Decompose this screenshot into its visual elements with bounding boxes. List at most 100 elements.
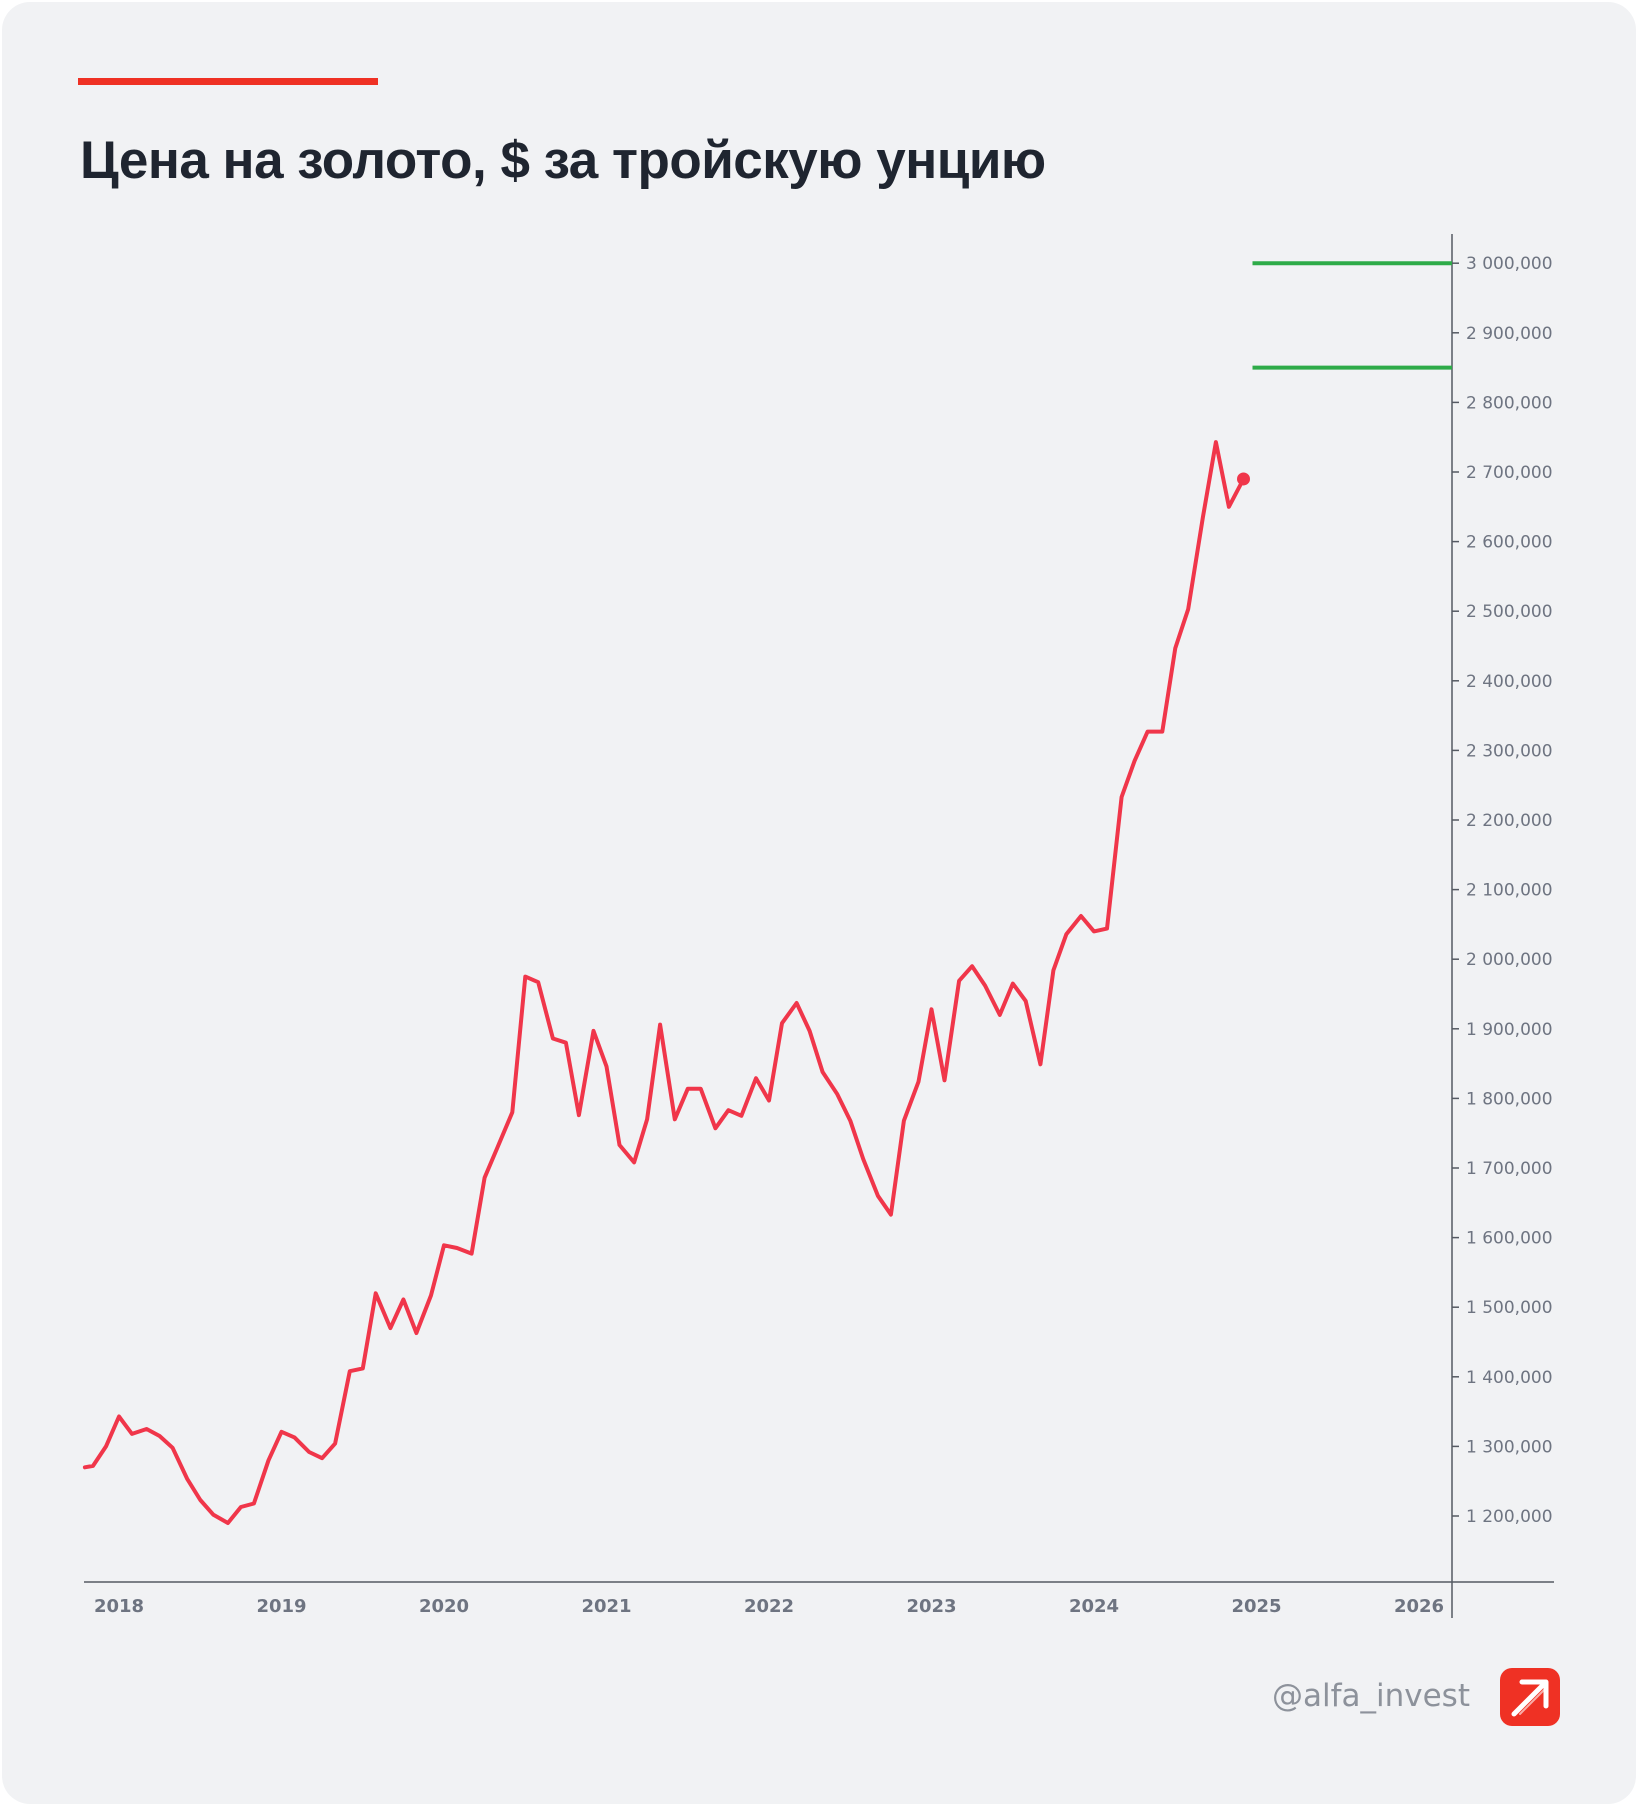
x-tick-label: 2024 bbox=[1069, 1596, 1119, 1617]
data-point bbox=[889, 1213, 893, 1217]
data-point bbox=[523, 975, 527, 979]
x-tick-labels: 2018 2019 2020 2021 2022 2023 2024 2025 2026 bbox=[94, 1596, 1444, 1617]
data-point bbox=[998, 1013, 1002, 1017]
data-point bbox=[145, 1427, 149, 1431]
chart-axes bbox=[84, 234, 1554, 1618]
data-point bbox=[957, 979, 961, 983]
data-point bbox=[795, 1001, 799, 1005]
data-point bbox=[673, 1117, 677, 1121]
data-point bbox=[401, 1298, 405, 1302]
y-tick-labels: 1 200,000 1 300,000 1 400,000 1 500,000 1 60… bbox=[1452, 254, 1553, 1527]
data-point bbox=[483, 1176, 487, 1180]
y-tick-label: 2 600,000 bbox=[1466, 533, 1553, 553]
y-tick-label: 2 700,000 bbox=[1466, 463, 1553, 483]
data-point bbox=[713, 1126, 717, 1130]
data-point bbox=[470, 1252, 474, 1256]
data-point bbox=[1120, 795, 1124, 799]
data-point bbox=[821, 1070, 825, 1074]
data-point bbox=[699, 1087, 703, 1091]
data-point bbox=[618, 1143, 622, 1147]
y-tick-label: 1 500,000 bbox=[1466, 1298, 1553, 1318]
data-point bbox=[739, 1114, 743, 1118]
data-point bbox=[835, 1092, 839, 1096]
x-tick-label: 2023 bbox=[906, 1596, 956, 1617]
y-tick-label: 2 300,000 bbox=[1466, 741, 1553, 761]
data-point bbox=[1227, 505, 1231, 509]
gold-price-line bbox=[82, 440, 1246, 1525]
y-tick-label: 1 800,000 bbox=[1466, 1089, 1553, 1109]
reference-lines bbox=[1252, 261, 1452, 370]
data-point bbox=[1173, 646, 1177, 650]
y-tick-label: 2 000,000 bbox=[1466, 950, 1553, 970]
data-point bbox=[1201, 515, 1205, 519]
data-point bbox=[211, 1513, 215, 1517]
data-point bbox=[1051, 968, 1055, 972]
data-point bbox=[510, 1110, 514, 1114]
y-tick-label: 1 400,000 bbox=[1466, 1368, 1553, 1388]
data-point bbox=[536, 980, 540, 984]
data-point bbox=[104, 1444, 108, 1448]
y-tick-label: 2 800,000 bbox=[1466, 393, 1553, 413]
data-point bbox=[91, 1464, 95, 1468]
y-tick-label: 1 300,000 bbox=[1466, 1437, 1553, 1457]
data-point bbox=[171, 1446, 175, 1450]
x-tick-label: 2020 bbox=[419, 1596, 469, 1617]
accent-bar bbox=[78, 78, 378, 85]
y-tick-label: 1 200,000 bbox=[1466, 1507, 1553, 1527]
y-tick-label: 1 600,000 bbox=[1466, 1229, 1553, 1249]
data-point bbox=[320, 1456, 324, 1460]
data-point bbox=[252, 1502, 256, 1506]
data-point bbox=[1079, 914, 1083, 918]
data-point bbox=[983, 984, 987, 988]
data-point bbox=[226, 1521, 230, 1525]
data-point bbox=[592, 1029, 596, 1033]
alfa-logo-icon[interactable] bbox=[1500, 1668, 1560, 1726]
data-point bbox=[1092, 929, 1096, 933]
data-point bbox=[198, 1498, 202, 1502]
data-point bbox=[876, 1194, 880, 1198]
data-point bbox=[1064, 932, 1068, 936]
data-point bbox=[239, 1505, 243, 1509]
x-tick-label: 2018 bbox=[94, 1596, 144, 1617]
data-point bbox=[1133, 759, 1137, 763]
data-point bbox=[388, 1326, 392, 1330]
data-point bbox=[442, 1243, 446, 1247]
x-tick-label: 2019 bbox=[256, 1596, 306, 1617]
data-point bbox=[551, 1037, 555, 1041]
y-tick-label: 2 900,000 bbox=[1466, 324, 1553, 344]
data-point bbox=[605, 1064, 609, 1068]
data-point bbox=[348, 1369, 352, 1373]
data-point bbox=[632, 1160, 636, 1164]
data-point bbox=[1186, 607, 1190, 611]
data-point bbox=[1038, 1062, 1042, 1066]
data-point bbox=[1024, 999, 1028, 1003]
data-point bbox=[780, 1021, 784, 1025]
data-point bbox=[307, 1450, 311, 1454]
y-tick-label: 3 000,000 bbox=[1466, 254, 1553, 274]
y-tick-label: 2 400,000 bbox=[1466, 672, 1553, 692]
data-point bbox=[754, 1076, 758, 1080]
y-tick-label: 2 200,000 bbox=[1466, 811, 1553, 831]
data-point bbox=[943, 1078, 947, 1082]
data-point bbox=[117, 1415, 121, 1419]
data-point bbox=[496, 1145, 500, 1149]
data-point bbox=[361, 1366, 365, 1370]
data-point bbox=[658, 1023, 662, 1027]
y-tick-label: 1 900,000 bbox=[1466, 1020, 1553, 1040]
data-point bbox=[902, 1119, 906, 1123]
x-tick-label: 2022 bbox=[744, 1596, 794, 1617]
data-point bbox=[1105, 927, 1109, 931]
series-group bbox=[82, 440, 1250, 1525]
last-point-marker bbox=[1237, 472, 1250, 486]
data-point bbox=[83, 1465, 87, 1469]
data-point bbox=[429, 1293, 433, 1297]
footer-handle[interactable]: @alfa_invest bbox=[1271, 1678, 1470, 1714]
data-point bbox=[1214, 440, 1218, 444]
data-point bbox=[564, 1041, 568, 1045]
data-point bbox=[861, 1157, 865, 1161]
data-point bbox=[414, 1331, 418, 1335]
data-point bbox=[930, 1007, 934, 1011]
x-tick-label: 2021 bbox=[581, 1596, 631, 1617]
x-tick-label: 2025 bbox=[1231, 1596, 1281, 1617]
data-point bbox=[267, 1458, 271, 1462]
